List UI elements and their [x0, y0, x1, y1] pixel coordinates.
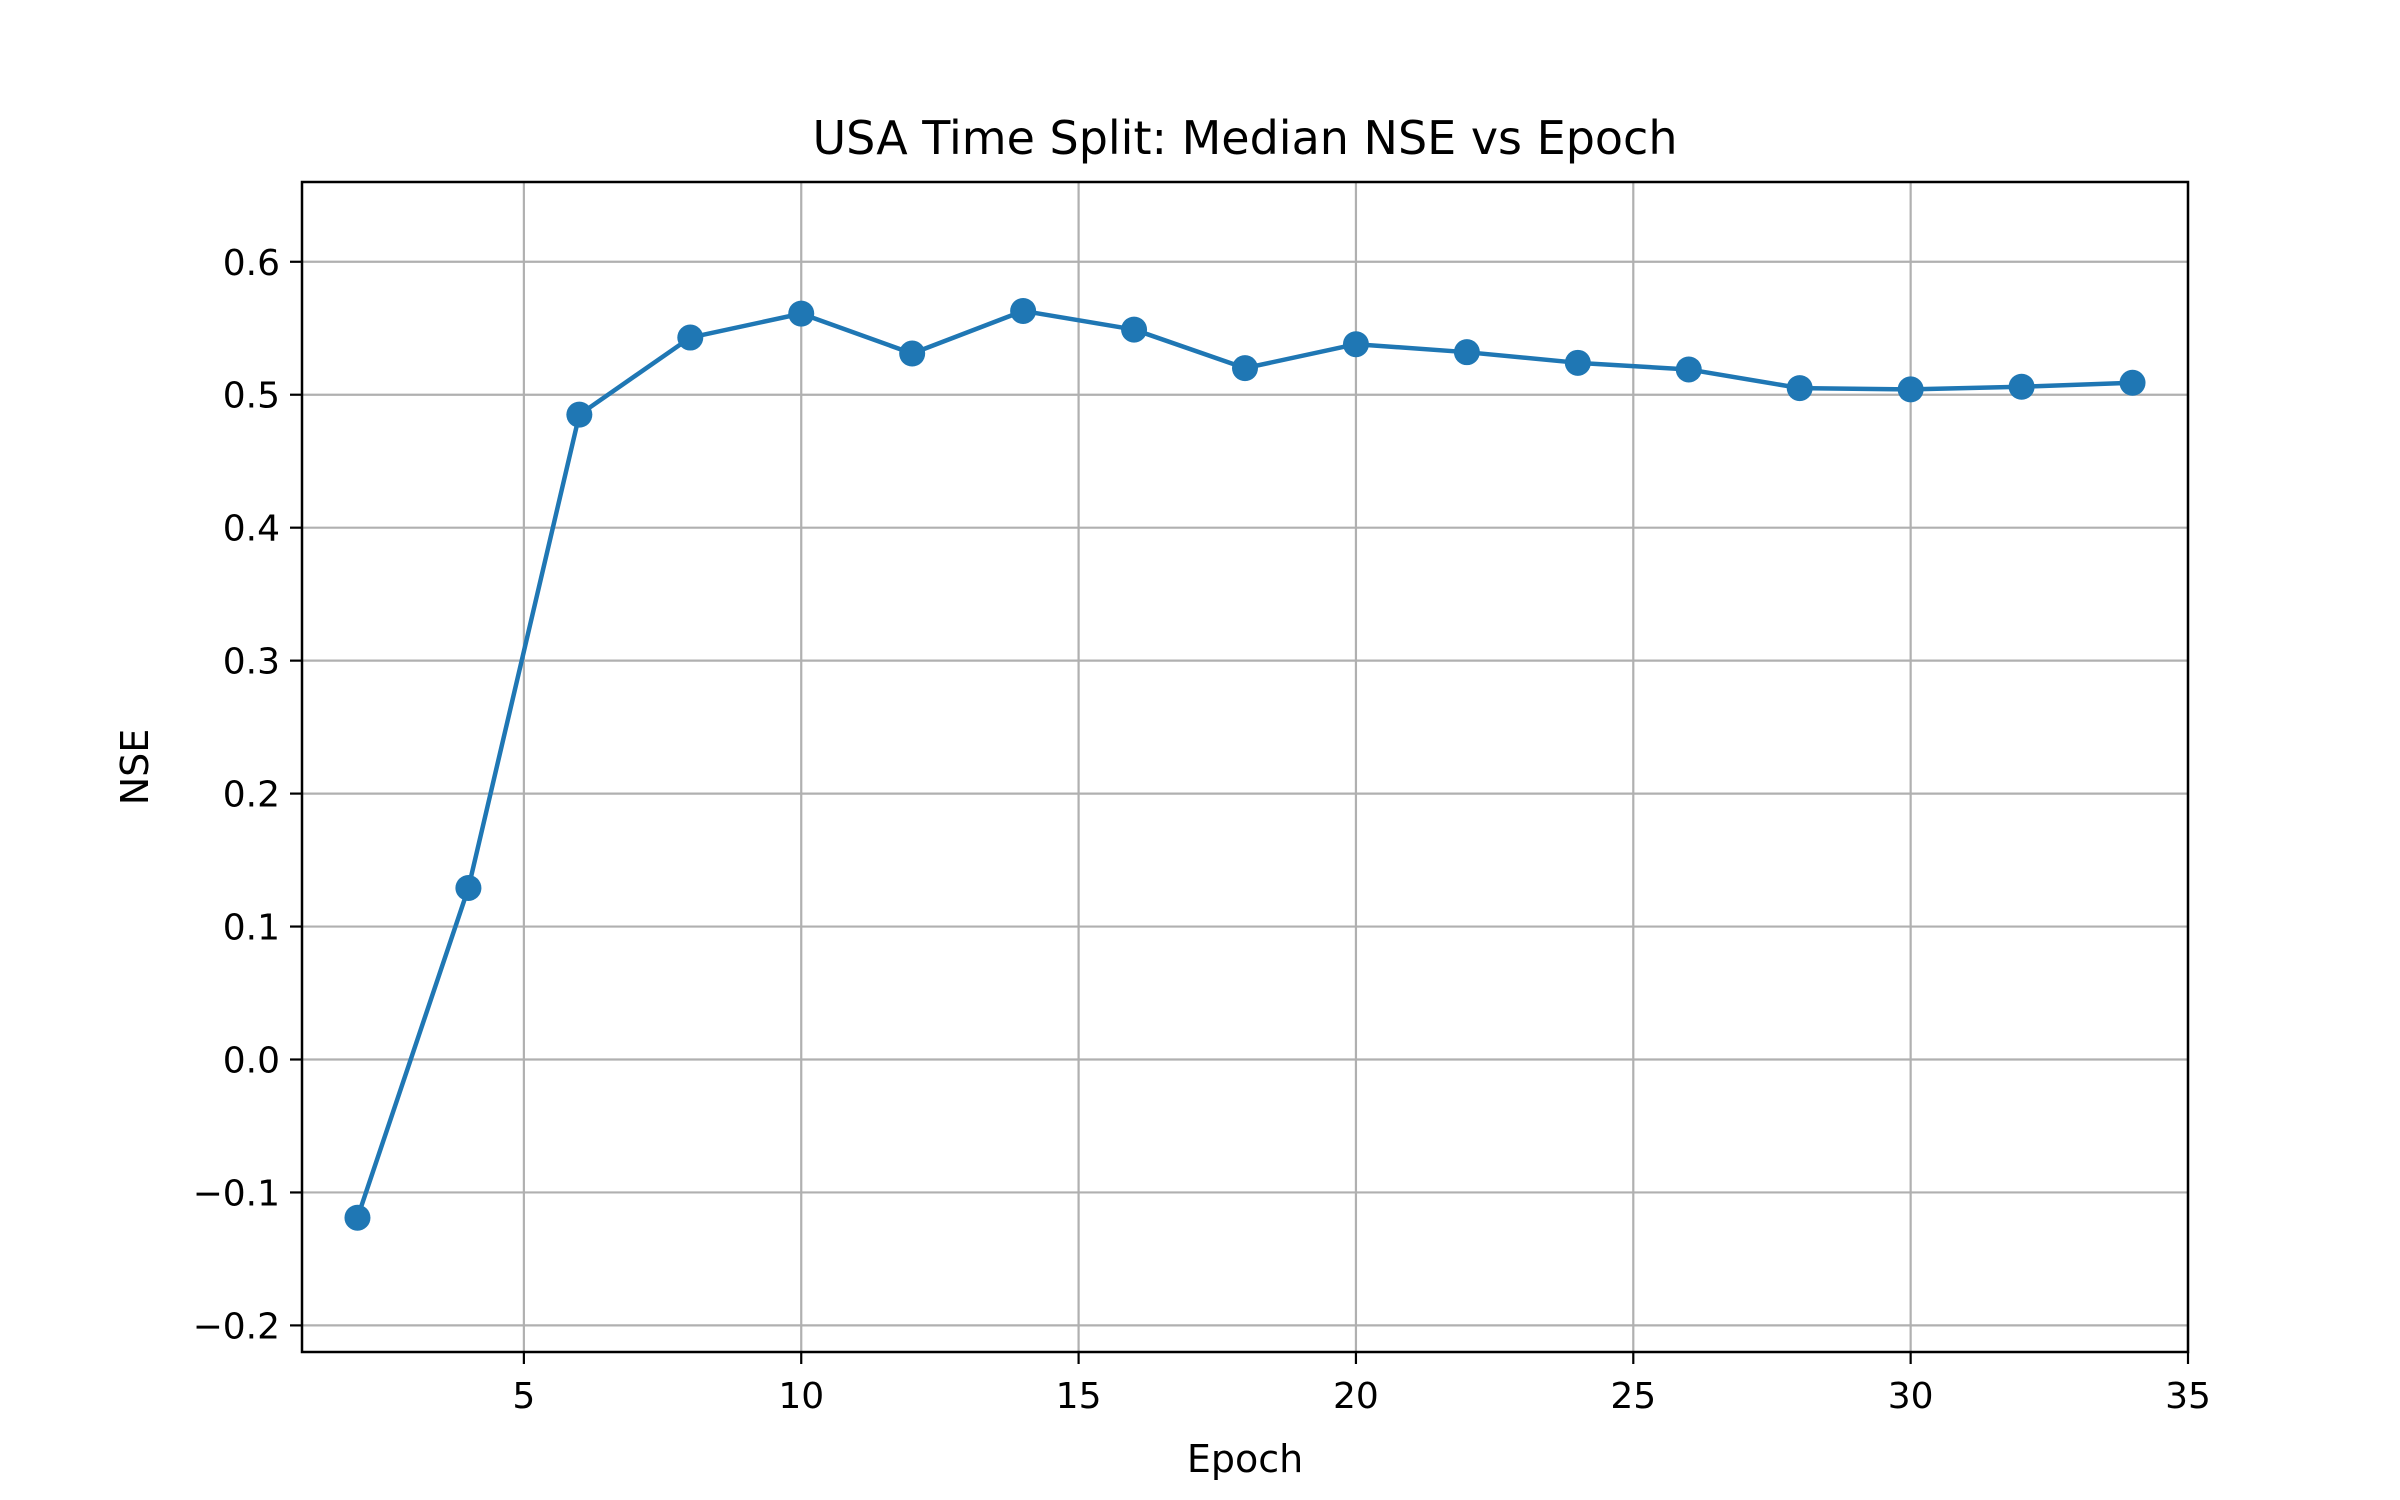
x-tick-label: 5 — [512, 1376, 535, 1417]
data-point — [1897, 376, 1924, 403]
data-point — [455, 874, 482, 901]
plot-frame — [300, 180, 2190, 1354]
y-tick-label: −0.1 — [193, 1173, 280, 1214]
data-point — [1675, 356, 1702, 383]
x-tick-label: 30 — [1888, 1376, 1934, 1417]
y-axis-label: NSE — [113, 729, 157, 806]
data-point — [1564, 349, 1591, 376]
data-point — [1342, 331, 1369, 358]
y-tick-label: 0.2 — [223, 775, 280, 816]
x-axis-label: Epoch — [1187, 1437, 1303, 1481]
data-point — [899, 340, 926, 367]
data-point — [1010, 297, 1037, 324]
series-layer — [344, 297, 2146, 1231]
data-point — [1453, 339, 1480, 366]
data-point — [2119, 369, 2146, 396]
data-point — [2008, 373, 2035, 400]
axis-ticks: 5 10 15 20 25 30 35 −0.2 −0.1 0.0 0.1 0.2 0.3 0.4 0.5 0… — [193, 243, 2211, 1417]
data-point — [1121, 316, 1148, 343]
y-tick-label: 0.5 — [223, 376, 280, 417]
y-tick-label: 0.4 — [223, 509, 280, 550]
data-point — [566, 401, 593, 428]
data-point — [1232, 355, 1258, 382]
y-tick-label: 0.3 — [223, 642, 280, 683]
y-tick-label: 0.0 — [223, 1041, 280, 1082]
data-point — [788, 300, 815, 327]
data-point — [1786, 375, 1813, 402]
y-tick-label: −0.2 — [193, 1306, 280, 1347]
x-tick-label: 25 — [1610, 1376, 1656, 1417]
x-tick-label: 15 — [1056, 1376, 1102, 1417]
data-point — [677, 324, 704, 351]
chart-title: USA Time Split: Median NSE vs Epoch — [812, 111, 1677, 165]
x-tick-label: 20 — [1333, 1376, 1379, 1417]
x-tick-label: 10 — [778, 1376, 824, 1417]
y-tick-label: 0.6 — [223, 243, 280, 284]
y-tick-label: 0.1 — [223, 908, 280, 949]
x-tick-label: 35 — [2165, 1376, 2211, 1417]
data-point — [344, 1204, 371, 1231]
